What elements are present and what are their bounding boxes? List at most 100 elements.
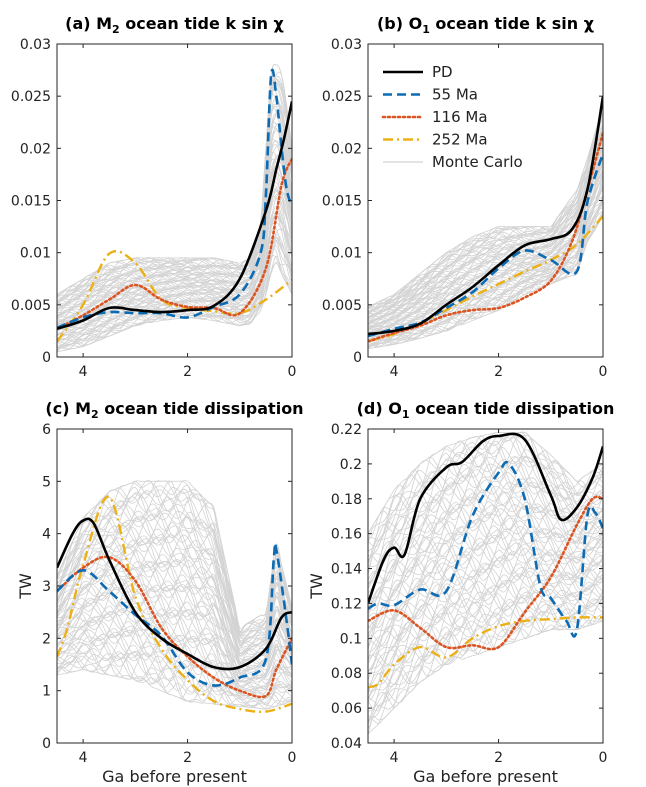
x-tick-label: 4 [390, 364, 399, 380]
y-tick-label: 0.02 [20, 141, 51, 157]
x-tick-label: 4 [79, 750, 88, 766]
legend-label-pd: PD [432, 63, 453, 81]
monte-carlo-line [57, 643, 292, 707]
monte-carlo-line [57, 486, 292, 646]
panel-title: (a) M2 ocean tide k sin χ [65, 14, 284, 36]
y-tick-label: 0.12 [331, 596, 362, 612]
monte-carlo-line [57, 480, 292, 634]
monte-carlo-line [368, 608, 603, 721]
x-tick-label: 2 [494, 364, 503, 380]
monte-carlo-line [57, 126, 292, 310]
y-tick-label: 0.03 [331, 37, 362, 53]
legend-label-55-ma: 55 Ma [432, 86, 478, 104]
y-tick-label: 0.18 [331, 492, 362, 508]
monte-carlo-line [57, 216, 292, 335]
legend-label-252-ma: 252 Ma [432, 131, 488, 149]
monte-carlo-line [57, 644, 292, 707]
y-tick-label: 0.14 [331, 562, 362, 578]
series-line-55-ma [368, 460, 603, 638]
monte-carlo-line [368, 563, 603, 667]
axes-box [367, 428, 604, 744]
y-tick-label: 0.08 [331, 666, 362, 682]
panel-title: (b) O1 ocean tide k sin χ [377, 14, 594, 36]
monte-carlo-line [368, 559, 603, 666]
panel-d: 0.04 0.06 0.08 0.1 0.12 0.14 0.16 0.18 0.2 0.22 4 2… [307, 399, 614, 786]
monte-carlo-line [57, 505, 292, 646]
monte-carlo-line [57, 602, 292, 681]
x-tick-label: 4 [79, 364, 88, 380]
series-line-55-ma [57, 541, 292, 687]
monte-carlo-line [368, 476, 603, 586]
monte-carlo-line [368, 433, 603, 542]
monte-carlo-line [368, 482, 603, 610]
panel-a: 0 0.005 0.01 0.015 0.02 0.025 0.03 4 2 0 (a) M2 oc… [11, 14, 297, 380]
monte-carlo-line [57, 528, 292, 655]
monte-carlo-line [368, 215, 603, 347]
monte-carlo-line [368, 180, 603, 337]
monte-carlo-lines [57, 479, 292, 710]
monte-carlo-line [57, 628, 292, 698]
y-tick-label: 6 [42, 422, 51, 438]
monte-carlo-line [57, 144, 292, 316]
monte-carlo-line [57, 651, 292, 706]
y-tick-label: 2 [42, 631, 51, 647]
series-line-pd [368, 432, 603, 604]
monte-carlo-line [368, 596, 603, 721]
x-tick-label: 4 [390, 750, 399, 766]
y-tick-label: 0 [42, 736, 51, 752]
x-tick-label: 2 [183, 364, 192, 380]
y-tick-label: 0.02 [331, 141, 362, 157]
monte-carlo-line [368, 111, 603, 308]
monte-carlo-line [57, 616, 292, 697]
monte-carlo-line [368, 592, 603, 725]
y-tick-label: 0.025 [11, 89, 51, 105]
monte-carlo-line [57, 514, 292, 647]
series-line-pd [368, 95, 603, 336]
y-tick-label: 0.01 [331, 246, 362, 262]
x-tick-label: 0 [288, 364, 297, 380]
y-tick-label: 4 [42, 527, 51, 543]
panel-c: 0 1 2 3 4 5 6 4 2 0 (c) M2 ocean tide dissipation G… [16, 399, 304, 786]
series-group [368, 432, 603, 689]
monte-carlo-line [368, 431, 603, 534]
panel-b: 0 0.005 0.01 0.015 0.02 0.025 0.03 4 2 0 (b) O1 oc… [322, 14, 608, 380]
series-line-116-ma [57, 555, 292, 699]
monte-carlo-line [368, 452, 603, 583]
series-line-pd [57, 517, 292, 671]
x-tick-label: 0 [599, 364, 608, 380]
monte-carlo-line [368, 525, 603, 630]
legend-label-116-ma: 116 Ma [432, 108, 488, 126]
y-tick-label: 0.16 [331, 527, 362, 543]
legend-label-monte-carlo: Monte Carlo [432, 153, 523, 171]
y-tick-label: 0.1 [340, 631, 362, 647]
monte-carlo-line [368, 137, 603, 318]
series-line-116-ma [368, 495, 603, 651]
y-tick-label: 0.015 [322, 194, 362, 210]
monte-carlo-line [368, 138, 603, 323]
y-tick-label: 0.22 [331, 422, 362, 438]
y-tick-label: 0.04 [331, 736, 362, 752]
monte-carlo-line [368, 165, 603, 329]
panel-title: (d) O1 ocean tide dissipation [357, 399, 615, 421]
monte-carlo-line [368, 556, 603, 680]
monte-carlo-line [57, 76, 292, 300]
monte-carlo-lines [368, 106, 603, 350]
monte-carlo-line [57, 630, 292, 700]
panel-title: (c) M2 ocean tide dissipation [45, 399, 303, 421]
y-tick-label: 0.06 [331, 701, 362, 717]
y-tick-label: 0.005 [11, 298, 51, 314]
series-group [57, 495, 292, 714]
monte-carlo-line [368, 456, 603, 565]
monte-carlo-line [57, 512, 292, 645]
monte-carlo-line [368, 553, 603, 657]
monte-carlo-line [57, 609, 292, 691]
monte-carlo-line [57, 560, 292, 669]
monte-carlo-line [368, 466, 603, 589]
series-group [57, 68, 292, 343]
monte-carlo-line [368, 436, 603, 552]
monte-carlo-line [368, 433, 603, 541]
monte-carlo-line [368, 514, 603, 629]
monte-carlo-line [368, 531, 603, 650]
monte-carlo-line [57, 86, 292, 305]
